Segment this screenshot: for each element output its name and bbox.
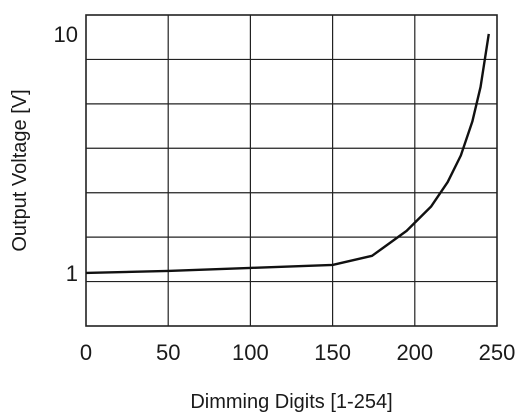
x-tick-label: 50 bbox=[156, 340, 180, 365]
y-tick-labels: 1 10 bbox=[54, 22, 78, 286]
y-tick-label: 10 bbox=[54, 22, 78, 47]
x-tick-labels: 0 50 100 150 200 250 bbox=[80, 340, 515, 365]
x-tick-label: 250 bbox=[479, 340, 516, 365]
x-axis-label: Dimming Digits [1-254] bbox=[190, 391, 392, 413]
x-tick-label: 200 bbox=[396, 340, 433, 365]
series-line bbox=[85, 33, 490, 275]
y-axis-label: Output Voltage [V] bbox=[9, 89, 31, 251]
x-tick-label: 150 bbox=[314, 340, 351, 365]
y-tick-label: 1 bbox=[66, 261, 78, 286]
grid-lines bbox=[86, 15, 497, 326]
series-group bbox=[85, 33, 490, 275]
plot-frame bbox=[85, 14, 498, 327]
x-tick-label: 0 bbox=[80, 340, 92, 365]
x-tick-label: 100 bbox=[232, 340, 269, 365]
